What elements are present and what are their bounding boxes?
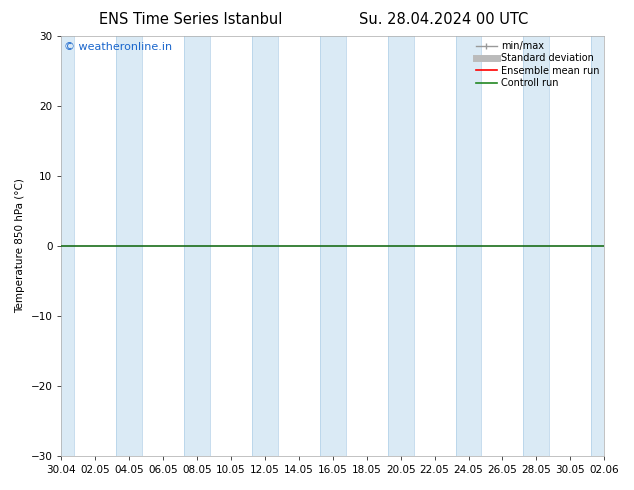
Bar bbox=[49, 36, 74, 456]
Bar bbox=[184, 36, 210, 456]
Text: Su. 28.04.2024 00 UTC: Su. 28.04.2024 00 UTC bbox=[359, 12, 528, 27]
Bar bbox=[388, 36, 413, 456]
Bar bbox=[252, 36, 278, 456]
Text: ENS Time Series Istanbul: ENS Time Series Istanbul bbox=[98, 12, 282, 27]
Legend: min/max, Standard deviation, Ensemble mean run, Controll run: min/max, Standard deviation, Ensemble me… bbox=[474, 39, 601, 90]
Bar bbox=[456, 36, 481, 456]
Bar bbox=[524, 36, 549, 456]
Bar bbox=[592, 36, 617, 456]
Bar bbox=[117, 36, 142, 456]
Y-axis label: Temperature 850 hPa (°C): Temperature 850 hPa (°C) bbox=[15, 179, 25, 314]
Text: © weatheronline.in: © weatheronline.in bbox=[64, 43, 172, 52]
Bar bbox=[320, 36, 346, 456]
